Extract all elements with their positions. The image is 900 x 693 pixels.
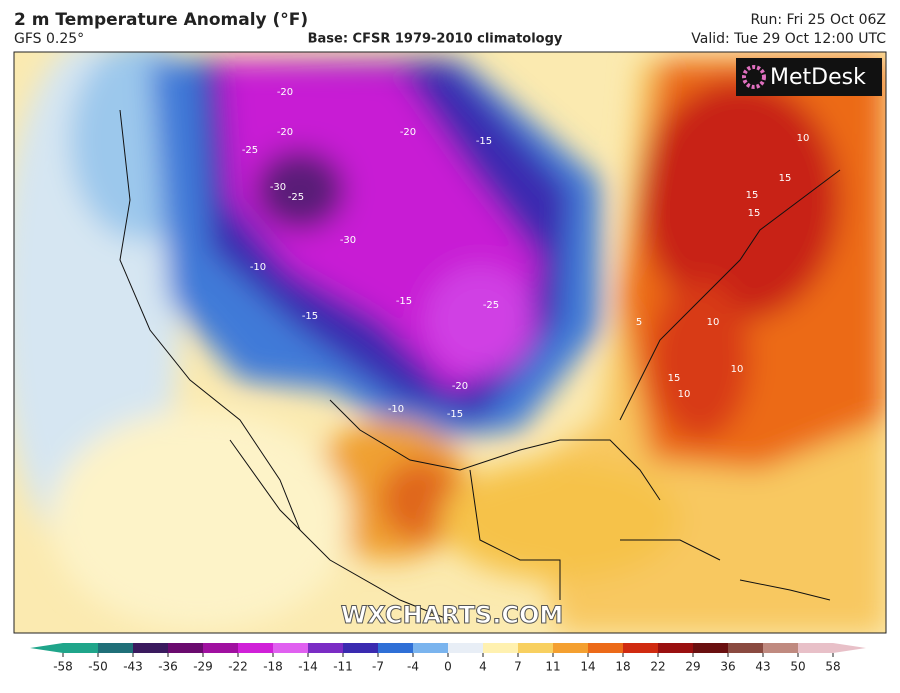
colorbar-tick-label: -22 bbox=[228, 660, 248, 674]
contour-label: 15 bbox=[748, 208, 761, 219]
contour-label: -25 bbox=[288, 192, 304, 203]
anomaly-field bbox=[14, 52, 886, 633]
colorbar-end bbox=[833, 643, 866, 653]
run: Run: Fri 25 Oct 06Z bbox=[751, 12, 886, 28]
contour-label: -25 bbox=[483, 300, 499, 311]
contour-label: -25 bbox=[242, 145, 258, 156]
contour-label: -30 bbox=[340, 235, 356, 246]
contour-label: -10 bbox=[250, 262, 266, 273]
colorbar-segment bbox=[98, 643, 133, 653]
contour-label: 15 bbox=[779, 173, 792, 184]
colorbar-segment bbox=[378, 643, 413, 653]
title: 2 m Temperature Anomaly (°F) bbox=[14, 10, 308, 30]
contour-label: -20 bbox=[400, 127, 416, 138]
colorbar-segment bbox=[343, 643, 378, 653]
colorbar-tick-label: -7 bbox=[372, 660, 384, 674]
colorbar-segment bbox=[308, 643, 343, 653]
contour-label: 10 bbox=[707, 317, 720, 328]
contour-label: 15 bbox=[746, 190, 759, 201]
contour-label: -15 bbox=[476, 136, 492, 147]
colorbar-tick-label: 11 bbox=[545, 660, 560, 674]
colorbar-tick-label: 14 bbox=[580, 660, 595, 674]
colorbar-tick-label: 4 bbox=[479, 660, 487, 674]
contour-label: 10 bbox=[678, 389, 691, 400]
colorbar-segment bbox=[553, 643, 588, 653]
colorbar-segment bbox=[413, 643, 448, 653]
colorbar-tick-label: 36 bbox=[720, 660, 735, 674]
colorbar-tick-label: 50 bbox=[790, 660, 805, 674]
colorbar-tick-label: -43 bbox=[123, 660, 143, 674]
contour-label: -15 bbox=[447, 409, 463, 420]
model: GFS 0.25° bbox=[14, 31, 84, 47]
contour-label: 10 bbox=[731, 364, 744, 375]
brand-box bbox=[736, 58, 882, 96]
map-frame bbox=[13, 51, 887, 634]
colorbar-tick-label: 43 bbox=[755, 660, 770, 674]
colorbar-segment bbox=[658, 643, 693, 653]
colorbar-tick-label: -58 bbox=[53, 660, 73, 674]
colorbar-segment bbox=[623, 643, 658, 653]
colorbar-segment bbox=[483, 643, 518, 653]
colorbar-tick-label: -4 bbox=[407, 660, 419, 674]
colorbar-segment bbox=[168, 643, 203, 653]
contour-label: 5 bbox=[636, 317, 642, 328]
colorbar-tick-label: -29 bbox=[193, 660, 213, 674]
colorbar-segment bbox=[518, 643, 553, 653]
colorbar-segment bbox=[693, 643, 728, 653]
contour-label: -30 bbox=[270, 182, 286, 193]
colorbar-tick-label: 0 bbox=[444, 660, 452, 674]
colorbar-segment bbox=[448, 643, 483, 653]
colorbar-segment bbox=[588, 643, 623, 653]
contour-label: 10 bbox=[797, 133, 810, 144]
colorbar-tick-label: -18 bbox=[263, 660, 283, 674]
colorbar-tick-label: 18 bbox=[615, 660, 630, 674]
colorbar-segment bbox=[728, 643, 763, 653]
contour-label: 15 bbox=[668, 373, 681, 384]
colorbar-end bbox=[30, 643, 63, 653]
contour-label: -15 bbox=[302, 311, 318, 322]
colorbar-segment bbox=[133, 643, 168, 653]
contour-label: -10 bbox=[388, 404, 404, 415]
map bbox=[14, 52, 886, 633]
colorbar-tick-label: -14 bbox=[298, 660, 318, 674]
valid: Valid: Tue 29 Oct 12:00 UTC bbox=[691, 31, 886, 47]
watermark: WXCHARTS.COM bbox=[341, 601, 563, 629]
colorbar-tick-label: -36 bbox=[158, 660, 178, 674]
colorbar-tick-label: -50 bbox=[88, 660, 108, 674]
colorbar-tick-label: 22 bbox=[650, 660, 665, 674]
base: Base: CFSR 1979-2010 climatology bbox=[308, 32, 563, 47]
brand-logo bbox=[742, 65, 766, 89]
contour-label: -15 bbox=[396, 296, 412, 307]
colorbar-tick-label: -11 bbox=[333, 660, 353, 674]
colorbar-tick-label: 29 bbox=[685, 660, 700, 674]
colorbar-tick-label: 58 bbox=[825, 660, 840, 674]
contour-label: -20 bbox=[277, 127, 293, 138]
colorbar-tick-label: 7 bbox=[514, 660, 522, 674]
colorbar-segment bbox=[798, 643, 833, 653]
contour-label: -20 bbox=[452, 381, 468, 392]
colorbar-segment bbox=[63, 643, 98, 653]
colorbar-segment bbox=[238, 643, 273, 653]
colorbar-segment bbox=[203, 643, 238, 653]
brand: MetDesk bbox=[770, 65, 866, 90]
colorbar-segment bbox=[273, 643, 308, 653]
colorbar-segment bbox=[763, 643, 798, 653]
coastlines bbox=[119, 109, 841, 621]
contour-label: -20 bbox=[277, 87, 293, 98]
